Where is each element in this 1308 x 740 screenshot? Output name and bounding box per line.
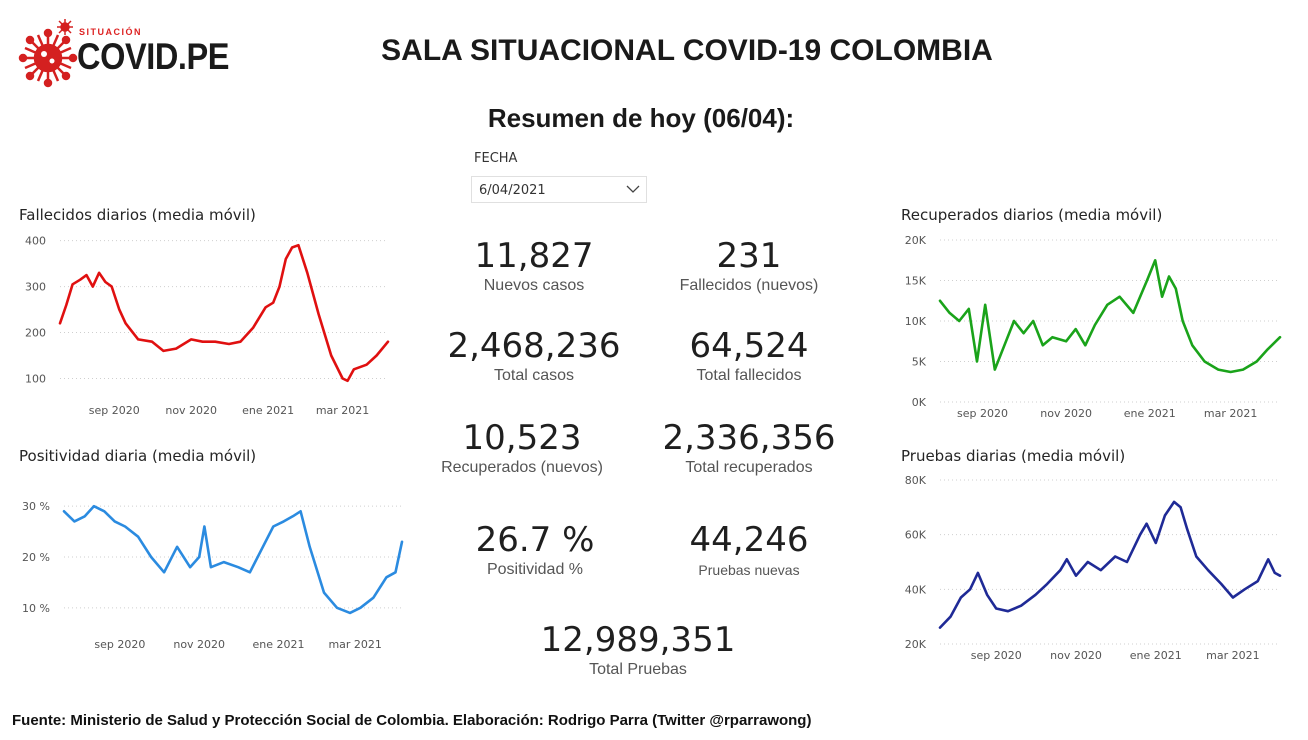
kpi-positividad: 26.7 % Positividad % — [415, 520, 655, 580]
date-select-value: 6/04/2021 — [479, 183, 546, 198]
kpi-value: 12,989,351 — [540, 620, 736, 660]
x-tick-label: ene 2021 — [1124, 407, 1176, 420]
x-tick-label: mar 2021 — [1206, 649, 1259, 662]
x-tick-label: nov 2020 — [173, 638, 225, 651]
kpi-value: 2,336,356 — [662, 418, 836, 458]
y-tick-label: 15K — [905, 275, 927, 288]
y-tick-label: 10K — [905, 315, 927, 328]
x-tick-label: sep 2020 — [89, 404, 140, 417]
kpi-label: Nuevos casos — [483, 277, 585, 294]
chevron-down-icon[interactable] — [626, 184, 640, 194]
y-tick-label: 400 — [25, 235, 46, 248]
x-tick-label: nov 2020 — [165, 404, 217, 417]
y-tick-label: 5K — [912, 356, 927, 369]
kpi-value: 231 — [716, 236, 782, 276]
series-line — [938, 500, 1282, 629]
x-tick-label: mar 2021 — [316, 404, 369, 417]
y-tick-label: 30 % — [22, 500, 50, 513]
kpi-nuevos-casos: 11,827 Nuevos casos — [414, 236, 654, 296]
logo — [18, 18, 218, 88]
virus-small-icon — [57, 19, 73, 35]
y-tick-label: 200 — [25, 327, 46, 340]
logo-small-text: SITUACIÓN — [79, 27, 142, 37]
y-tick-label: 300 — [25, 281, 46, 294]
y-tick-label: 100 — [25, 373, 46, 386]
x-tick-label: sep 2020 — [957, 407, 1008, 420]
kpi-label: Positividad % — [486, 561, 584, 578]
kpi-value: 2,468,236 — [447, 326, 621, 366]
y-tick-label: 0K — [912, 396, 927, 409]
kpi-total-pruebas: 12,989,351 Total Pruebas — [518, 620, 758, 680]
kpi-label: Fallecidos (nuevos) — [679, 277, 819, 294]
x-tick-label: ene 2021 — [242, 404, 294, 417]
y-tick-label: 80K — [905, 474, 927, 487]
page-title: SALA SITUACIONAL COVID-19 COLOMBIA — [381, 34, 993, 67]
kpi-recuperados-nuevos: 10,523 Recuperados (nuevos) — [402, 418, 642, 478]
kpi-total-recuperados: 2,336,356 Total recuperados — [629, 418, 869, 478]
x-tick-label: mar 2021 — [1204, 407, 1257, 420]
kpi-value: 64,524 — [689, 326, 809, 366]
kpi-total-casos: 2,468,236 Total casos — [414, 326, 654, 386]
x-tick-label: nov 2020 — [1050, 649, 1102, 662]
date-select[interactable]: 6/04/2021 — [471, 176, 647, 203]
kpi-fallecidos-nuevos: 231 Fallecidos (nuevos) — [629, 236, 869, 296]
kpi-label: Pruebas nuevas — [698, 562, 800, 578]
y-tick-label: 20K — [905, 234, 927, 247]
kpi-label: Recuperados (nuevos) — [441, 459, 603, 476]
chart-title-recuperados: Recuperados diarios (media móvil) — [901, 206, 1163, 224]
kpi-value: 11,827 — [474, 236, 594, 276]
x-tick-label: ene 2021 — [253, 638, 305, 651]
kpi-label: Total fallecidos — [696, 367, 802, 384]
chart-title-pruebas: Pruebas diarias (media móvil) — [901, 447, 1126, 465]
series-line — [62, 504, 404, 615]
x-tick-label: sep 2020 — [971, 649, 1022, 662]
x-tick-label: ene 2021 — [1130, 649, 1182, 662]
y-tick-label: 20K — [905, 638, 927, 651]
kpi-label: Total casos — [493, 367, 575, 384]
series-line — [58, 243, 390, 383]
chart-fallecidos: 100 200 300 400 sep 2020 nov 2020 ene 2021 mar … — [25, 235, 390, 417]
kpi-value: 10,523 — [462, 418, 582, 458]
chart-title-fallecidos: Fallecidos diarios (media móvil) — [19, 206, 256, 224]
date-filter-label: FECHA — [474, 151, 518, 166]
kpi-pruebas-nuevas: 44,246 Pruebas nuevas — [629, 520, 869, 580]
kpi-label: Total Pruebas — [589, 661, 687, 678]
y-tick-label: 20 % — [22, 551, 50, 564]
source-footer: Fuente: Ministerio de Salud y Protección… — [12, 712, 812, 729]
chart-positividad: 10 % 20 % 30 % sep 2020 nov 2020 ene 2021 mar … — [22, 500, 404, 651]
page-subtitle: Resumen de hoy (06/04): — [487, 103, 795, 133]
chart-recuperados: 0K 5K 10K 15K 20K sep 2020 nov 2020 ene 2021 mar… — [905, 234, 1282, 420]
kpi-value: 26.7 % — [475, 520, 595, 560]
y-tick-label: 60K — [905, 529, 927, 542]
chart-pruebas: 20K 40K 60K 80K sep 2020 nov 2020 ene 2021 mar … — [905, 474, 1282, 662]
y-tick-label: 10 % — [22, 602, 50, 615]
kpi-label: Total recuperados — [685, 459, 813, 476]
x-tick-label: mar 2021 — [328, 638, 381, 651]
chart-title-positividad: Positividad diaria (media móvil) — [19, 447, 257, 465]
series-line — [938, 258, 1282, 374]
virus-icon — [18, 28, 78, 88]
kpi-value: 44,246 — [689, 520, 809, 560]
logo-text: COVID.PE — [77, 36, 230, 77]
y-tick-label: 40K — [905, 583, 927, 596]
x-tick-label: nov 2020 — [1040, 407, 1092, 420]
x-tick-label: sep 2020 — [94, 638, 145, 651]
kpi-total-fallecidos: 64,524 Total fallecidos — [629, 326, 869, 386]
